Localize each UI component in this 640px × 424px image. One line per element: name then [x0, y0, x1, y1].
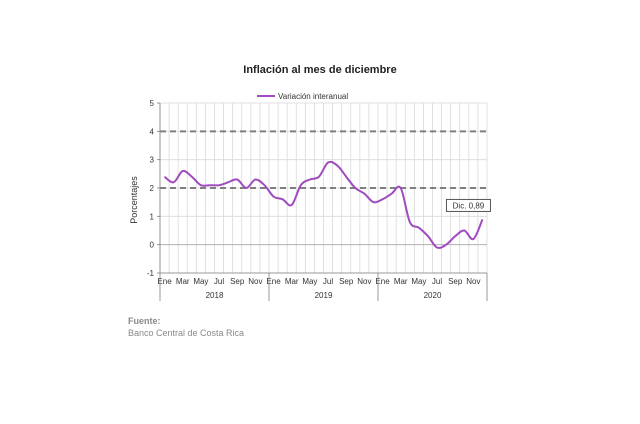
data-point — [463, 229, 465, 231]
x-tick-label: Sep — [448, 277, 463, 286]
y-tick-label: -1 — [147, 269, 155, 278]
data-point — [227, 181, 229, 183]
series-line — [163, 160, 484, 249]
y-axis-title: Porcentajes — [129, 176, 139, 224]
source-title: Fuente: — [128, 316, 161, 326]
reference-lines — [160, 130, 487, 189]
data-point — [381, 198, 383, 200]
y-tick-label: 1 — [150, 212, 155, 221]
x-tick-label: May — [302, 277, 317, 286]
annotation-callout: Dic. 0,89 — [445, 198, 491, 212]
series-layer — [163, 160, 484, 249]
data-point — [390, 192, 392, 194]
data-point — [418, 226, 420, 228]
x-tick-label: May — [411, 277, 426, 286]
data-point — [291, 204, 293, 206]
data-point — [345, 175, 347, 177]
data-point — [218, 184, 220, 186]
x-tick-label: Sep — [339, 277, 354, 286]
legend-label: Variación interanual — [278, 92, 348, 101]
data-point — [200, 184, 202, 186]
x-tick-label: Mar — [394, 277, 408, 286]
data-point — [427, 235, 429, 237]
data-point — [263, 184, 265, 186]
y-tick-label: 2 — [150, 184, 155, 193]
year-label: 2018 — [206, 291, 224, 300]
x-tick-label: Ene — [157, 277, 172, 286]
data-point — [363, 192, 365, 194]
legend: Variación interanual — [257, 92, 348, 101]
source-text: Banco Central de Costa Rica — [128, 328, 245, 338]
data-point — [236, 178, 238, 180]
y-tick-label: 0 — [150, 241, 155, 250]
data-point — [318, 175, 320, 177]
data-point — [182, 170, 184, 172]
data-point — [354, 187, 356, 189]
data-point — [336, 164, 338, 166]
x-tick-label: Jul — [214, 277, 224, 286]
x-tick-label: Nov — [466, 277, 480, 286]
data-point — [163, 175, 165, 177]
x-tick-label: Mar — [285, 277, 299, 286]
data-point — [281, 198, 283, 200]
x-tick-label: Ene — [375, 277, 390, 286]
annotation-label: Dic. 0,89 — [453, 201, 485, 210]
data-point — [327, 161, 329, 163]
x-tick-label: Nov — [248, 277, 262, 286]
data-point — [372, 201, 374, 203]
data-point — [309, 178, 311, 180]
data-point — [481, 218, 483, 220]
data-point — [300, 184, 302, 186]
data-point — [436, 246, 438, 248]
data-point — [445, 243, 447, 245]
annotation-box — [445, 198, 491, 212]
data-point — [245, 187, 247, 189]
data-point — [191, 175, 193, 177]
data-point — [209, 184, 211, 186]
data-point — [409, 221, 411, 223]
data-point — [254, 178, 256, 180]
x-tick-label: Jul — [323, 277, 333, 286]
x-tick-label: Mar — [176, 277, 190, 286]
y-tick-label: 5 — [150, 99, 155, 108]
year-label: 2020 — [424, 291, 442, 300]
y-tick-label: 3 — [150, 156, 155, 165]
x-tick-label: Jul — [432, 277, 442, 286]
x-tick-label: Nov — [357, 277, 371, 286]
chart-title: Inflación al mes de diciembre — [243, 64, 396, 76]
data-point — [172, 181, 174, 183]
x-tick-label: May — [193, 277, 208, 286]
data-point — [472, 238, 474, 240]
year-label: 2019 — [315, 291, 333, 300]
x-tick-label: Ene — [266, 277, 281, 286]
data-point — [454, 235, 456, 237]
y-tick-label: 4 — [150, 127, 155, 136]
x-tick-label: Sep — [230, 277, 245, 286]
data-point — [400, 187, 402, 189]
data-point — [272, 195, 274, 197]
